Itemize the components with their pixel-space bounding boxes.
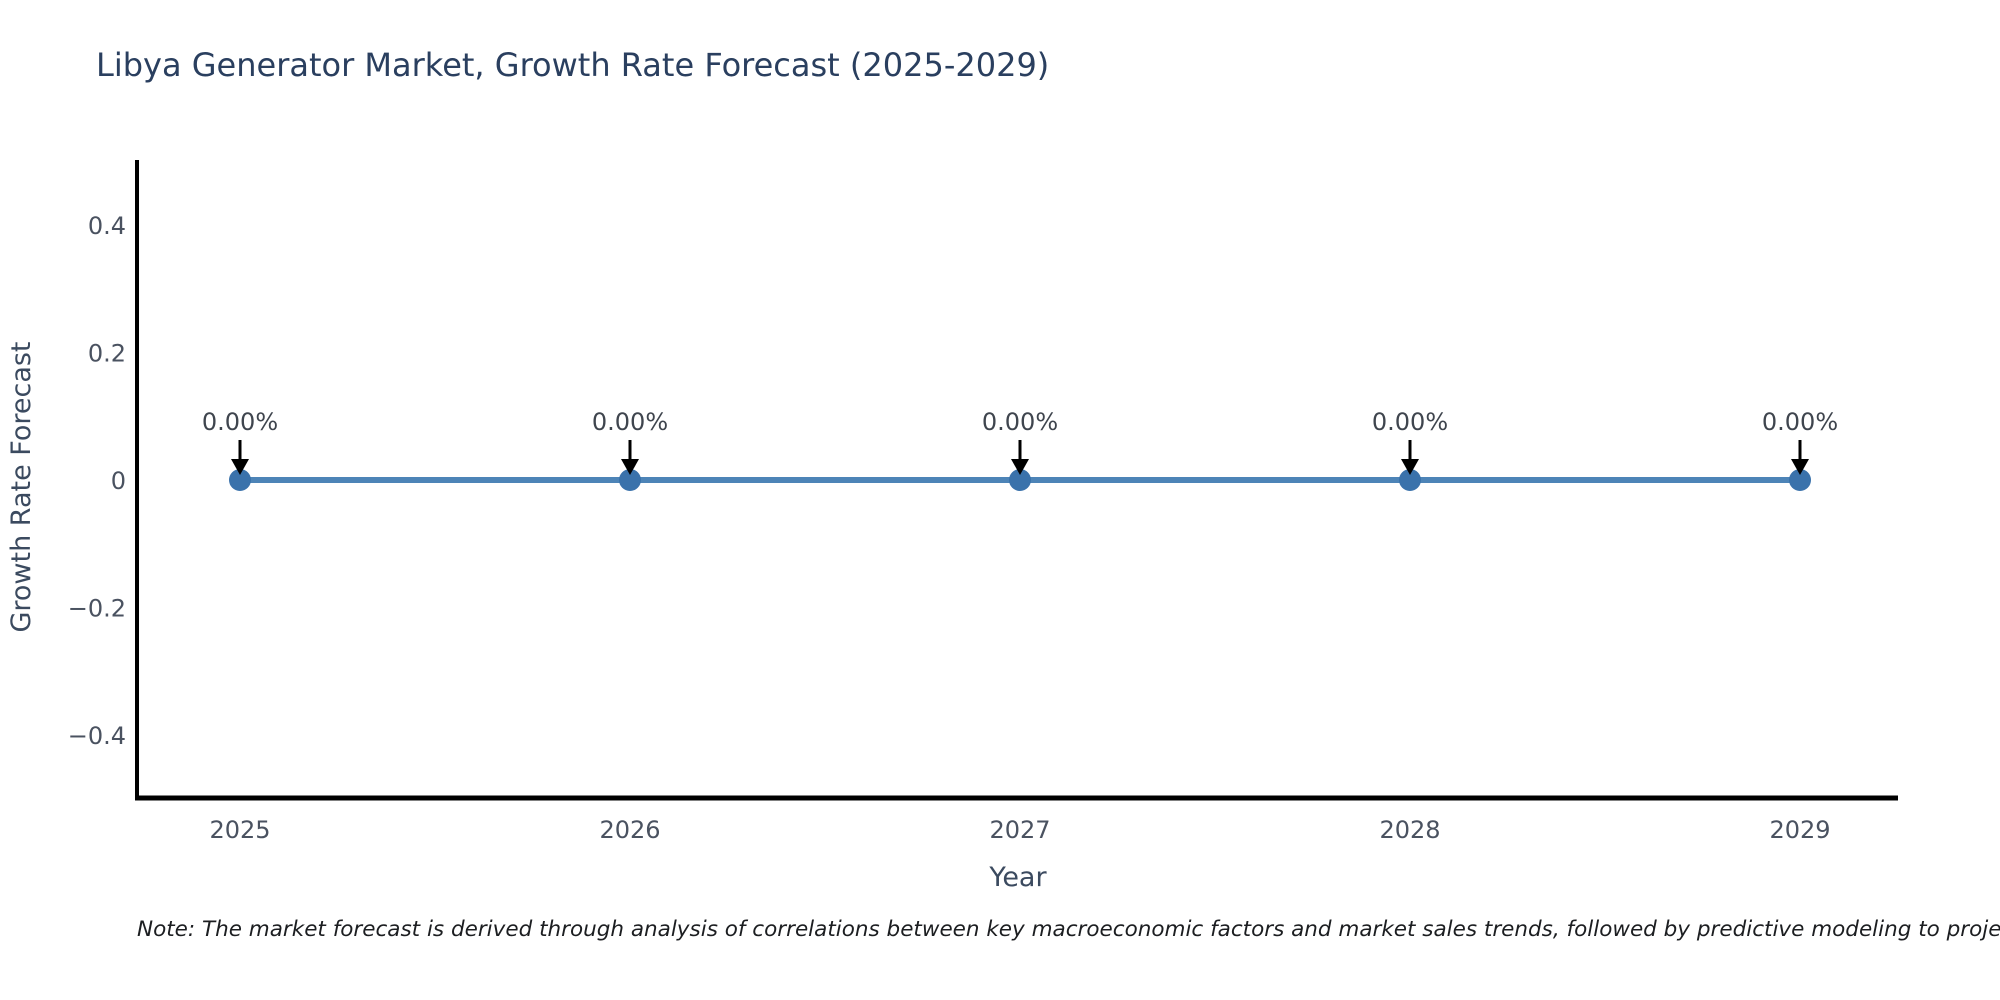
annotation-arrow-head bbox=[231, 459, 249, 475]
x-tick-label: 2027 bbox=[989, 816, 1050, 844]
data-point bbox=[619, 469, 641, 491]
y-tick-label: −0.2 bbox=[68, 595, 126, 623]
x-tick-label: 2028 bbox=[1379, 816, 1440, 844]
point-value-label: 0.00% bbox=[1372, 408, 1448, 436]
data-point bbox=[1789, 469, 1811, 491]
point-value-label: 0.00% bbox=[982, 408, 1058, 436]
annotation-arrow-head bbox=[1011, 459, 1029, 475]
x-tick-labels: 2025 2026 2027 2028 2029 bbox=[209, 816, 1830, 844]
x-tick-label: 2025 bbox=[209, 816, 270, 844]
x-axis-title: Year bbox=[988, 862, 1047, 893]
y-tick-label: 0 bbox=[111, 467, 126, 495]
x-tick-label: 2029 bbox=[1769, 816, 1830, 844]
point-value-label: 0.00% bbox=[1762, 408, 1838, 436]
chart-title: Libya Generator Market, Growth Rate Fore… bbox=[96, 46, 1050, 84]
data-series bbox=[229, 469, 1811, 491]
y-tick-label: −0.4 bbox=[68, 722, 126, 750]
annotation-arrow-head bbox=[1791, 459, 1809, 475]
y-tick-label: 0.4 bbox=[88, 212, 126, 240]
y-tick-label: 0.2 bbox=[88, 340, 126, 368]
data-point bbox=[1009, 469, 1031, 491]
annotation-arrow-head bbox=[1401, 459, 1419, 475]
y-axis-title: Growth Rate Forecast bbox=[6, 341, 37, 632]
annotation-arrow-head bbox=[621, 459, 639, 475]
point-value-label: 0.00% bbox=[592, 408, 668, 436]
data-point bbox=[1399, 469, 1421, 491]
point-value-label: 0.00% bbox=[202, 408, 278, 436]
footnote-text: Note: The market forecast is derived thr… bbox=[137, 917, 2000, 942]
y-tick-labels: 0.4 0.2 0 −0.2 −0.4 bbox=[68, 212, 126, 750]
data-point bbox=[229, 469, 251, 491]
point-annotations: 0.00% 0.00% 0.00% 0.00% 0.00% bbox=[202, 408, 1838, 475]
x-tick-label: 2026 bbox=[599, 816, 660, 844]
